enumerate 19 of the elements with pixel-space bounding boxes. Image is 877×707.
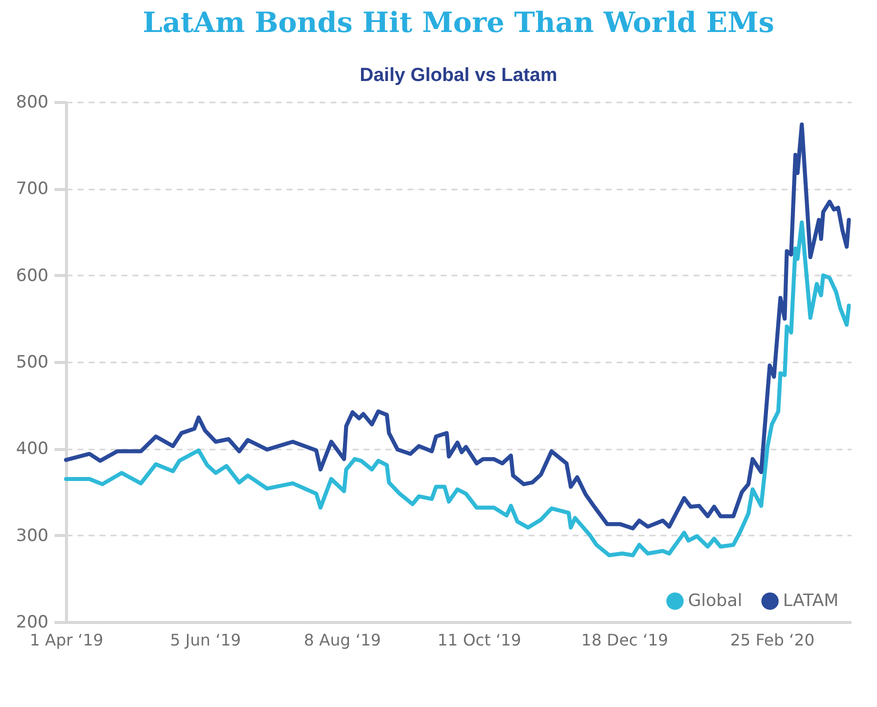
x-tick-label: 25 Feb ‘20 — [730, 630, 815, 650]
y-tick-label: 300 — [16, 526, 48, 546]
y-tick-label: 400 — [16, 439, 48, 460]
chart-subtitle: Daily Global vs Latam — [360, 65, 558, 86]
x-tick-label: 8 Aug ‘19 — [304, 630, 381, 650]
legend-label: LATAM — [783, 591, 839, 612]
y-tick-label: 500 — [16, 352, 48, 372]
x-tick-label: 11 Oct ‘19 — [438, 630, 522, 650]
chart-title: LatAm Bonds Hit More Than World EMs — [142, 6, 774, 39]
line-series — [64, 220, 851, 558]
x-tick-label: 5 Jun ‘19 — [170, 630, 241, 650]
x-tick-label: 18 Dec ‘19 — [581, 630, 668, 650]
line-series — [64, 122, 851, 530]
y-tick-label: 800 — [16, 92, 48, 112]
y-tick-label: 700 — [16, 179, 48, 200]
y-tick-label: 600 — [16, 266, 48, 286]
x-tick-label: 1 Apr ‘19 — [30, 630, 104, 650]
legend-label: Global — [688, 591, 742, 612]
y-tick-label: 200 — [16, 612, 48, 632]
